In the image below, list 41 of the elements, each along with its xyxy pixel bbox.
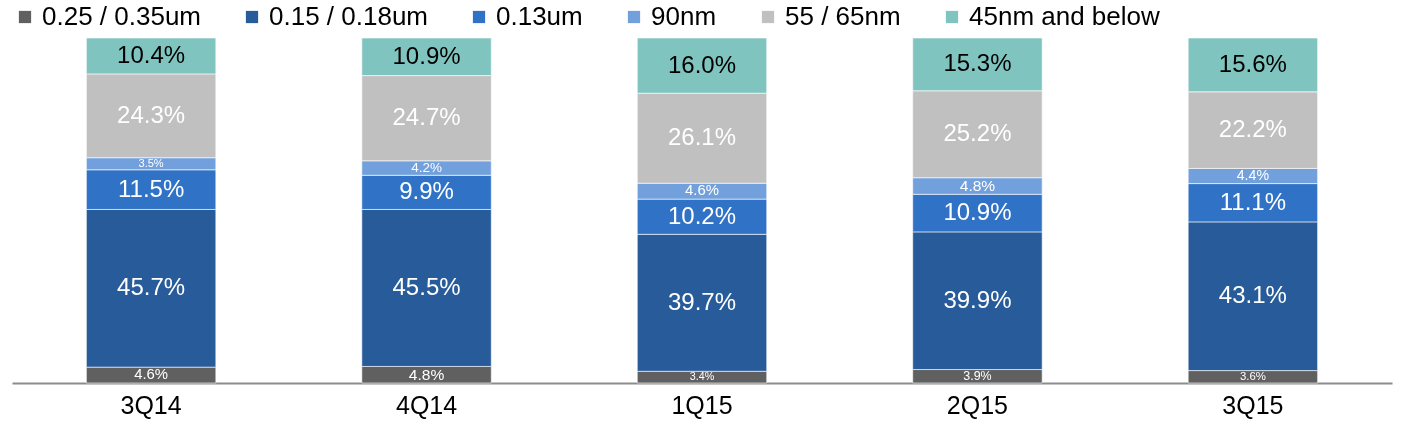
x-tick-label: 3Q14 <box>120 390 182 419</box>
legend-label: 90nm <box>651 1 717 31</box>
data-label: 3.5% <box>138 156 164 169</box>
data-label: 25.2% <box>943 119 1012 147</box>
data-label: 26.1% <box>667 123 737 151</box>
data-label: 4.4% <box>1236 167 1270 183</box>
data-label: 10.2% <box>667 201 737 229</box>
legend-label: 0.15 / 0.18um <box>269 1 428 31</box>
data-label: 43.1% <box>1218 281 1287 309</box>
data-label: 15.6% <box>1218 49 1287 77</box>
data-label: 9.9% <box>399 177 454 205</box>
data-label: 22.2% <box>1218 115 1287 143</box>
data-label: 10.9% <box>943 198 1012 226</box>
x-tick-label: 2Q15 <box>946 390 1009 419</box>
data-label: 16.0% <box>667 50 737 78</box>
data-label: 45.5% <box>392 272 461 300</box>
data-label: 11.1% <box>1219 187 1287 215</box>
data-label: 39.7% <box>667 287 737 315</box>
legend-label: 0.13um <box>496 1 583 31</box>
data-label: 11.5% <box>117 174 185 202</box>
data-label: 10.9% <box>392 41 461 69</box>
data-label: 4.8% <box>408 365 445 383</box>
data-label: 24.7% <box>392 103 461 131</box>
legend-label: 0.25 / 0.35um <box>42 1 201 31</box>
data-label: 10.4% <box>117 40 186 68</box>
data-label: 3.4% <box>689 370 715 383</box>
x-tick-label: 3Q15 <box>1222 390 1284 419</box>
data-label: 4.2% <box>411 160 442 176</box>
legend-label: 45nm and below <box>969 1 1161 31</box>
data-label: 4.6% <box>685 182 719 199</box>
data-label: 24.3% <box>117 100 186 128</box>
data-label: 3.9% <box>963 369 992 384</box>
data-label: 45.7% <box>117 273 186 301</box>
data-label: 3.6% <box>1239 369 1266 382</box>
data-label: 15.3% <box>943 49 1012 77</box>
data-label: 4.6% <box>134 366 169 383</box>
legend-label: 55 / 65nm <box>785 1 901 31</box>
data-label: 39.9% <box>943 285 1012 313</box>
x-tick-label: 4Q14 <box>395 390 458 419</box>
x-tick-label: 1Q15 <box>671 390 733 419</box>
data-label: 4.8% <box>959 177 996 195</box>
